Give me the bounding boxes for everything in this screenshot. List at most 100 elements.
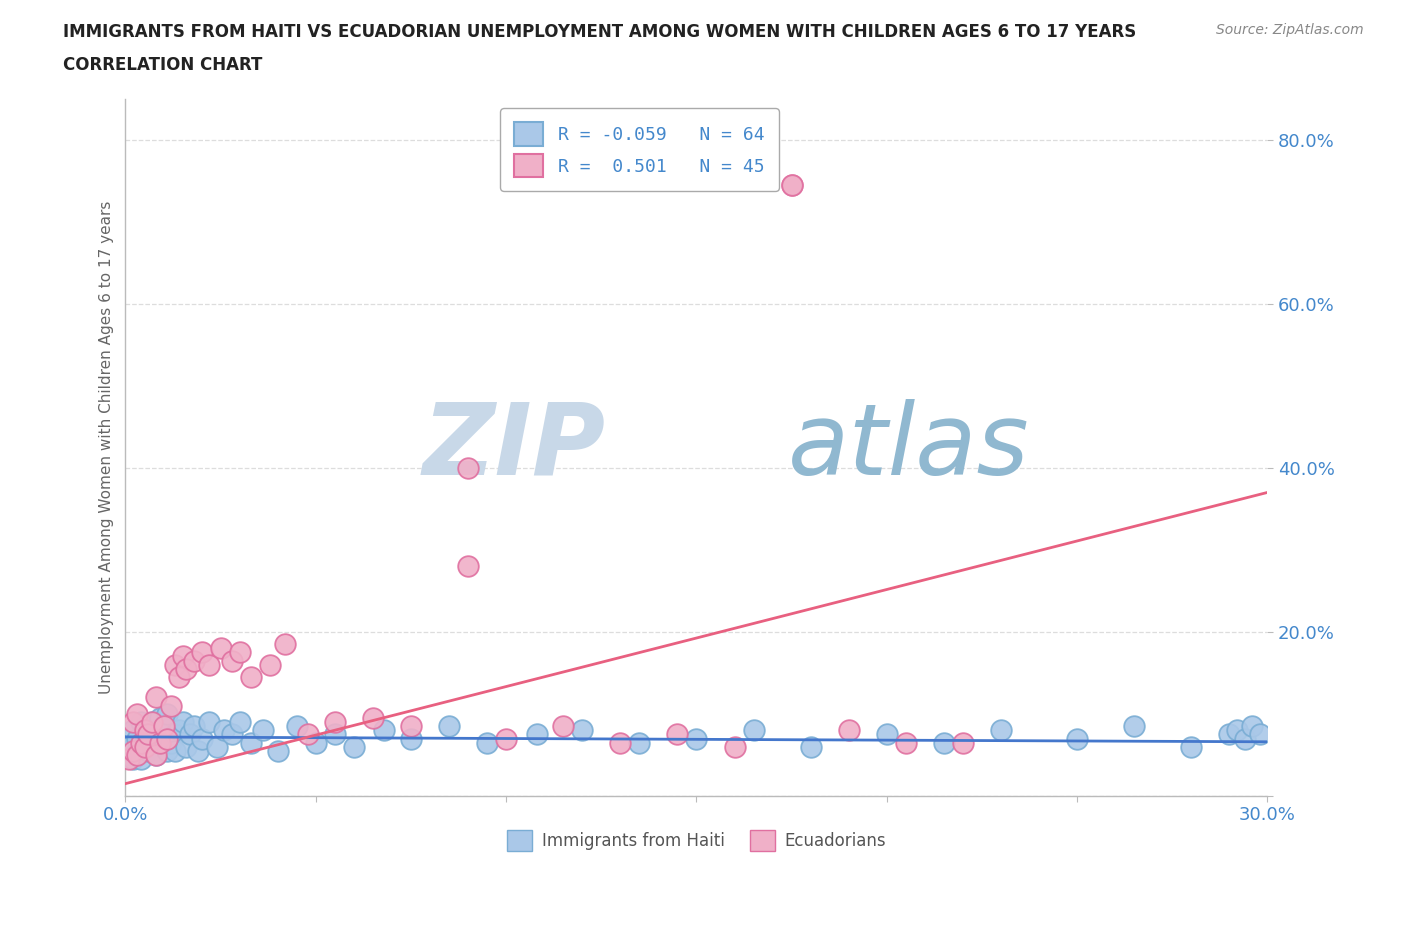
Point bbox=[176, 661, 198, 676]
Text: CORRELATION CHART: CORRELATION CHART bbox=[63, 56, 263, 73]
Point bbox=[190, 731, 212, 746]
Point bbox=[163, 658, 186, 672]
Text: Source: ZipAtlas.com: Source: ZipAtlas.com bbox=[1216, 23, 1364, 37]
Point bbox=[952, 736, 974, 751]
Point bbox=[205, 739, 228, 754]
Legend: Immigrants from Haiti, Ecuadorians: Immigrants from Haiti, Ecuadorians bbox=[501, 824, 893, 857]
Text: ZIP: ZIP bbox=[422, 399, 605, 496]
Point bbox=[134, 739, 156, 754]
Point bbox=[118, 751, 141, 766]
Point bbox=[297, 727, 319, 742]
Point bbox=[259, 658, 281, 672]
Point bbox=[1249, 727, 1271, 742]
Point bbox=[285, 719, 308, 734]
Point bbox=[228, 644, 250, 659]
Point bbox=[1180, 739, 1202, 754]
Point bbox=[152, 719, 174, 734]
Point bbox=[145, 690, 167, 705]
Point bbox=[666, 727, 689, 742]
Point bbox=[163, 743, 186, 758]
Point bbox=[742, 723, 765, 737]
Point bbox=[373, 723, 395, 737]
Point bbox=[457, 460, 479, 475]
Text: IMMIGRANTS FROM HAITI VS ECUADORIAN UNEMPLOYMENT AMONG WOMEN WITH CHILDREN AGES : IMMIGRANTS FROM HAITI VS ECUADORIAN UNEM… bbox=[63, 23, 1136, 41]
Point bbox=[156, 731, 179, 746]
Point bbox=[723, 739, 745, 754]
Point bbox=[274, 637, 297, 652]
Point bbox=[990, 723, 1012, 737]
Point bbox=[228, 714, 250, 729]
Point bbox=[134, 719, 156, 734]
Point bbox=[160, 736, 183, 751]
Point bbox=[1218, 727, 1240, 742]
Point bbox=[361, 711, 384, 725]
Point bbox=[152, 731, 174, 746]
Point bbox=[149, 736, 172, 751]
Point bbox=[122, 743, 145, 758]
Point bbox=[1123, 719, 1146, 734]
Point bbox=[221, 727, 243, 742]
Point bbox=[129, 736, 152, 751]
Point bbox=[240, 670, 263, 684]
Point bbox=[149, 711, 172, 725]
Point bbox=[163, 727, 186, 742]
Point bbox=[136, 727, 159, 742]
Point bbox=[141, 739, 163, 754]
Point bbox=[1233, 731, 1256, 746]
Point bbox=[553, 719, 575, 734]
Point bbox=[134, 736, 156, 751]
Point bbox=[323, 727, 346, 742]
Point bbox=[190, 644, 212, 659]
Point bbox=[209, 641, 232, 656]
Point bbox=[780, 178, 803, 193]
Point bbox=[176, 739, 198, 754]
Point bbox=[876, 727, 898, 742]
Point bbox=[1226, 723, 1249, 737]
Point bbox=[167, 723, 190, 737]
Point bbox=[221, 653, 243, 668]
Point bbox=[125, 743, 148, 758]
Point bbox=[183, 653, 205, 668]
Point bbox=[457, 559, 479, 574]
Point bbox=[156, 707, 179, 722]
Point bbox=[800, 739, 823, 754]
Point bbox=[122, 723, 145, 737]
Point bbox=[134, 723, 156, 737]
Point bbox=[437, 719, 460, 734]
Point bbox=[838, 723, 860, 737]
Point bbox=[149, 736, 172, 751]
Point bbox=[125, 748, 148, 763]
Point bbox=[399, 731, 422, 746]
Point bbox=[628, 736, 651, 751]
Point bbox=[894, 736, 917, 751]
Point bbox=[172, 714, 194, 729]
Point bbox=[323, 714, 346, 729]
Point bbox=[145, 723, 167, 737]
Point bbox=[526, 727, 548, 742]
Point bbox=[240, 736, 263, 751]
Point bbox=[495, 731, 517, 746]
Point bbox=[172, 649, 194, 664]
Point bbox=[305, 736, 328, 751]
Point bbox=[129, 751, 152, 766]
Text: atlas: atlas bbox=[787, 399, 1029, 496]
Point bbox=[156, 743, 179, 758]
Point bbox=[198, 714, 221, 729]
Point bbox=[125, 707, 148, 722]
Point bbox=[136, 727, 159, 742]
Point bbox=[183, 719, 205, 734]
Point bbox=[167, 670, 190, 684]
Point bbox=[571, 723, 593, 737]
Y-axis label: Unemployment Among Women with Children Ages 6 to 17 years: Unemployment Among Women with Children A… bbox=[100, 201, 114, 694]
Point bbox=[343, 739, 366, 754]
Point bbox=[122, 714, 145, 729]
Point bbox=[780, 178, 803, 193]
Point bbox=[122, 751, 145, 766]
Point bbox=[399, 719, 422, 734]
Point bbox=[145, 748, 167, 763]
Point bbox=[136, 743, 159, 758]
Point bbox=[685, 731, 707, 746]
Point bbox=[141, 714, 163, 729]
Point bbox=[187, 743, 209, 758]
Point bbox=[1066, 731, 1088, 746]
